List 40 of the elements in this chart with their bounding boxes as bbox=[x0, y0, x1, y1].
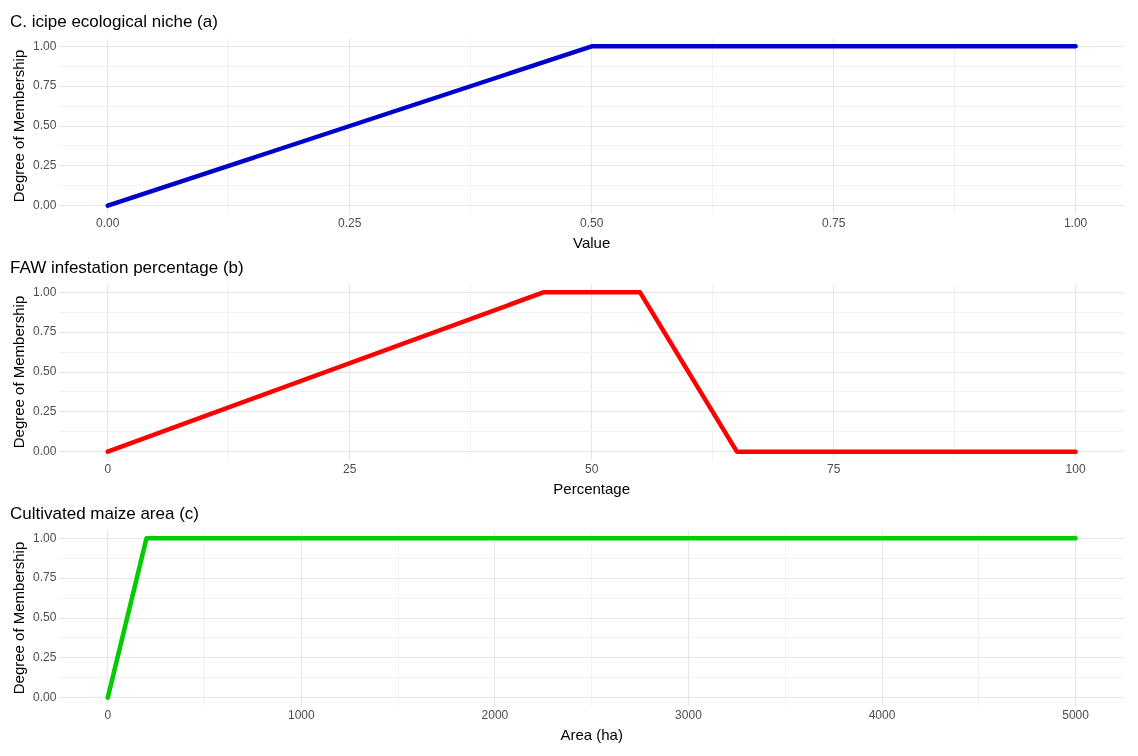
x-tick-label: 100 bbox=[1065, 462, 1086, 477]
y-tick-label: 0.50 bbox=[33, 118, 57, 133]
x-tick-label: 5000 bbox=[1062, 708, 1090, 723]
x-tick-label: 1.00 bbox=[1063, 216, 1088, 231]
y-tick-label: 1.00 bbox=[33, 530, 57, 545]
y-axis-title: Degree of Membership bbox=[10, 295, 28, 449]
y-axis-title: Degree of Membership bbox=[10, 49, 28, 203]
x-tick-label: 25 bbox=[343, 462, 357, 477]
y-tick-label: 0.25 bbox=[33, 404, 57, 419]
x-tick-label: 3000 bbox=[675, 708, 703, 723]
x-axis-title: Area (ha) bbox=[560, 726, 623, 744]
y-tick-label: 0.00 bbox=[33, 689, 57, 704]
x-tick-label: 0 bbox=[104, 708, 112, 723]
x-tick-label: 0.75 bbox=[821, 216, 846, 231]
x-tick-label: 4000 bbox=[868, 708, 896, 723]
y-tick-label: 0.75 bbox=[33, 78, 57, 93]
x-tick-label: 0.50 bbox=[580, 216, 604, 231]
y-tick-label: 0.00 bbox=[33, 197, 57, 212]
chart-title: Cultivated maize area (c) bbox=[10, 503, 199, 523]
x-tick-label: 1000 bbox=[287, 708, 315, 723]
y-tick-label: 1.00 bbox=[33, 284, 57, 299]
y-axis-title: Degree of Membership bbox=[10, 541, 28, 695]
x-tick-label: 0 bbox=[104, 462, 112, 477]
y-tick-label: 0.50 bbox=[33, 610, 57, 625]
x-tick-label: 0.25 bbox=[338, 216, 362, 231]
chart-title: C. icipe ecological niche (a) bbox=[10, 11, 218, 31]
x-tick-label: 0.00 bbox=[96, 216, 120, 231]
x-tick-label: 50 bbox=[585, 462, 599, 477]
x-tick-label: 2000 bbox=[481, 708, 509, 723]
y-tick-label: 0.75 bbox=[33, 324, 57, 339]
y-tick-label: 0.25 bbox=[33, 650, 57, 665]
chart-title: FAW infestation percentage (b) bbox=[10, 257, 244, 277]
x-axis-title: Percentage bbox=[553, 480, 631, 498]
y-tick-label: 0.00 bbox=[33, 443, 57, 458]
y-tick-label: 0.25 bbox=[33, 158, 57, 173]
y-tick-label: 1.00 bbox=[33, 38, 57, 53]
x-tick-label: 75 bbox=[826, 462, 841, 477]
x-axis-title: Value bbox=[573, 234, 611, 252]
y-tick-label: 0.75 bbox=[33, 570, 57, 585]
y-tick-label: 0.50 bbox=[33, 364, 57, 379]
